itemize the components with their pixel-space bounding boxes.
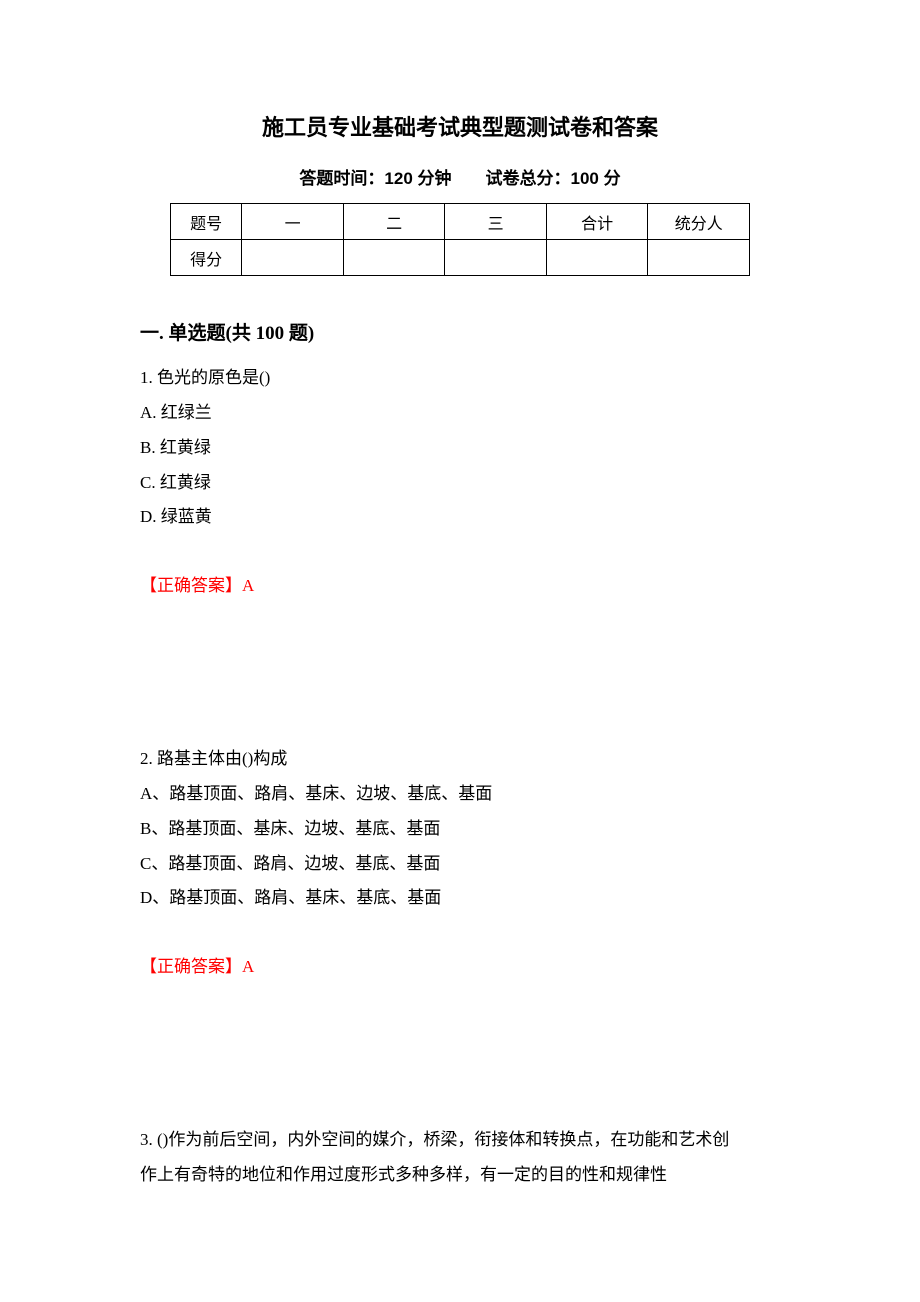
q1-option-a: A. 红绿兰: [140, 396, 780, 431]
exam-subtitle: 答题时间：120 分钟 试卷总分：100 分: [140, 164, 780, 189]
cell-header-3: 三: [445, 204, 547, 240]
q2-option-c: C、路基顶面、路肩、边坡、基底、基面: [140, 847, 780, 882]
spacer: [140, 535, 780, 569]
q1-answer: 【正确答案】A: [140, 569, 780, 604]
q1-option-b: B. 红黄绿: [140, 431, 780, 466]
cell-score-1: [242, 240, 344, 276]
table-row: 题号 一 二 三 合计 统分人: [171, 204, 750, 240]
table-row: 得分: [171, 240, 750, 276]
q3-line1: 3. ()作为前后空间，内外空间的媒介，桥梁，衔接体和转换点，在功能和艺术创: [140, 1123, 780, 1158]
q2-option-b: B、路基顶面、基床、边坡、基底、基面: [140, 812, 780, 847]
cell-header-total: 合计: [546, 204, 648, 240]
cell-header-2: 二: [343, 204, 445, 240]
cell-score-total: [546, 240, 648, 276]
cell-header-grader: 统分人: [648, 204, 750, 240]
q3-line2: 作上有奇特的地位和作用过度形式多种多样，有一定的目的性和规律性: [140, 1158, 780, 1193]
cell-header-label: 题号: [171, 204, 242, 240]
section-1-heading: 一. 单选题(共 100 题): [140, 318, 780, 345]
score-table: 题号 一 二 三 合计 统分人 得分: [170, 203, 750, 276]
q2-option-d: D、路基顶面、路肩、基床、基底、基面: [140, 881, 780, 916]
cell-header-1: 一: [242, 204, 344, 240]
q2-stem: 2. 路基主体由()构成: [140, 742, 780, 777]
q1-stem: 1. 色光的原色是(): [140, 361, 780, 396]
cell-score-grader: [648, 240, 750, 276]
page-title: 施工员专业基础考试典型题测试卷和答案: [140, 110, 780, 142]
exam-page: 施工员专业基础考试典型题测试卷和答案 答题时间：120 分钟 试卷总分：100 …: [0, 0, 920, 1302]
cell-score-3: [445, 240, 547, 276]
q1-option-c: C. 红黄绿: [140, 466, 780, 501]
cell-score-label: 得分: [171, 240, 242, 276]
q1-option-d: D. 绿蓝黄: [140, 500, 780, 535]
cell-score-2: [343, 240, 445, 276]
q2-answer: 【正确答案】A: [140, 950, 780, 985]
spacer: [140, 604, 780, 742]
spacer: [140, 916, 780, 950]
spacer: [140, 985, 780, 1123]
q2-option-a: A、路基顶面、路肩、基床、边坡、基底、基面: [140, 777, 780, 812]
